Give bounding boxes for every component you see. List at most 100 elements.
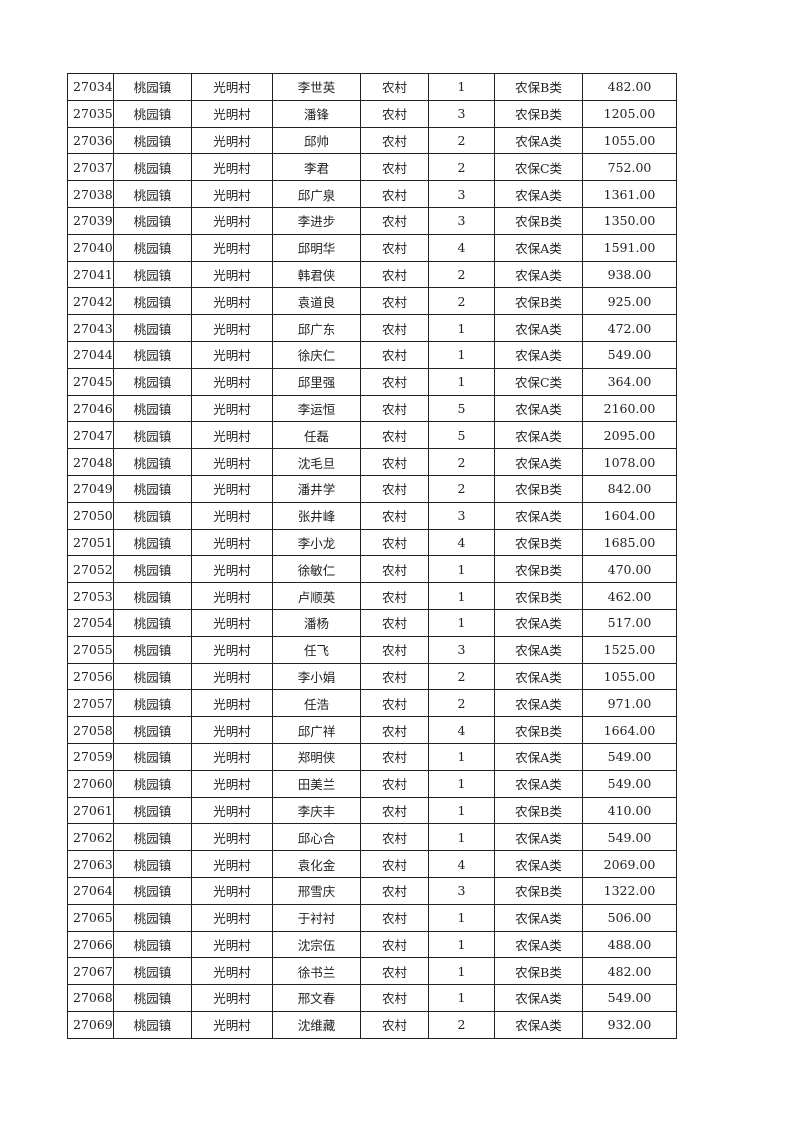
name-cell: 邱里强 — [272, 367, 361, 396]
town-cell: 桃园镇 — [113, 555, 192, 584]
residence-type-cell: 农村 — [360, 501, 429, 530]
name-cell: 李君 — [272, 153, 361, 182]
name-cell: 徐庆仁 — [272, 340, 361, 369]
insurance-category-cell: 农保A类 — [494, 180, 583, 208]
insurance-category-cell: 农保B类 — [494, 555, 583, 584]
town-cell: 桃园镇 — [113, 876, 192, 905]
table-row: 27059 桃园镇 光明村 郑明侠 农村 1 农保A类 549.00 — [67, 742, 677, 771]
table-row: 27038 桃园镇 光明村 邱广泉 农村 3 农保A类 1361.00 — [67, 180, 677, 208]
name-cell: 郑明侠 — [272, 742, 361, 771]
record-id-cell: 27063 — [67, 850, 114, 878]
amount-cell: 925.00 — [582, 287, 677, 316]
name-cell: 邱帅 — [272, 126, 361, 155]
insurance-category-cell: 农保B类 — [494, 957, 583, 986]
household-size-cell: 3 — [428, 180, 495, 208]
table-row: 27035 桃园镇 光明村 潘锋 农村 3 农保B类 1205.00 — [67, 99, 677, 128]
household-size-cell: 5 — [428, 421, 495, 450]
village-cell: 光明村 — [191, 984, 273, 1012]
insurance-category-cell: 农保A类 — [494, 662, 583, 691]
table-row: 27045 桃园镇 光明村 邱里强 农村 1 农保C类 364.00 — [67, 367, 677, 396]
town-cell: 桃园镇 — [113, 153, 192, 182]
name-cell: 邱明华 — [272, 233, 361, 262]
village-cell: 光明村 — [191, 903, 273, 932]
amount-cell: 932.00 — [582, 1010, 677, 1039]
record-id-cell: 27038 — [67, 180, 114, 208]
record-id-cell: 27064 — [67, 876, 114, 905]
town-cell: 桃园镇 — [113, 180, 192, 208]
village-cell: 光明村 — [191, 340, 273, 369]
household-size-cell: 1 — [428, 742, 495, 771]
name-cell: 韩君侠 — [272, 260, 361, 289]
name-cell: 李世英 — [272, 73, 361, 101]
household-size-cell: 2 — [428, 153, 495, 182]
name-cell: 沈维藏 — [272, 1010, 361, 1039]
residence-type-cell: 农村 — [360, 528, 429, 557]
residence-type-cell: 农村 — [360, 73, 429, 101]
record-id-cell: 27044 — [67, 340, 114, 369]
record-id-cell: 27069 — [67, 1010, 114, 1039]
record-id-cell: 27062 — [67, 823, 114, 852]
village-cell: 光明村 — [191, 287, 273, 316]
village-cell: 光明村 — [191, 260, 273, 289]
residence-type-cell: 农村 — [360, 1010, 429, 1039]
town-cell: 桃园镇 — [113, 582, 192, 610]
name-cell: 卢顺英 — [272, 582, 361, 610]
amount-cell: 470.00 — [582, 555, 677, 584]
household-size-cell: 4 — [428, 233, 495, 262]
insurance-category-cell: 农保C类 — [494, 367, 583, 396]
residence-type-cell: 农村 — [360, 635, 429, 664]
name-cell: 徐敏仁 — [272, 555, 361, 584]
amount-cell: 1322.00 — [582, 876, 677, 905]
amount-cell: 2160.00 — [582, 394, 677, 423]
name-cell: 李小娟 — [272, 662, 361, 691]
record-id-cell: 27060 — [67, 769, 114, 798]
name-cell: 袁化金 — [272, 850, 361, 878]
insurance-category-cell: 农保A类 — [494, 689, 583, 718]
name-cell: 李庆丰 — [272, 796, 361, 825]
town-cell: 桃园镇 — [113, 689, 192, 718]
record-id-cell: 27052 — [67, 555, 114, 584]
name-cell: 任浩 — [272, 689, 361, 718]
village-cell: 光明村 — [191, 555, 273, 584]
table-row: 27040 桃园镇 光明村 邱明华 农村 4 农保A类 1591.00 — [67, 233, 677, 262]
town-cell: 桃园镇 — [113, 608, 192, 637]
household-size-cell: 1 — [428, 823, 495, 852]
table-body: 27034 桃园镇 光明村 李世英 农村 1 农保B类 482.00 27035 桃园镇 光明村 潘锋… — [67, 73, 677, 1039]
village-cell: 光明村 — [191, 474, 273, 503]
household-size-cell: 2 — [428, 662, 495, 691]
name-cell: 任飞 — [272, 635, 361, 664]
village-cell: 光明村 — [191, 876, 273, 905]
town-cell: 桃园镇 — [113, 421, 192, 450]
table-row: 27049 桃园镇 光明村 潘井学 农村 2 农保B类 842.00 — [67, 474, 677, 503]
village-cell: 光明村 — [191, 662, 273, 691]
residence-type-cell: 农村 — [360, 742, 429, 771]
table-row: 27048 桃园镇 光明村 沈毛旦 农村 2 农保A类 1078.00 — [67, 448, 677, 476]
household-size-cell: 1 — [428, 903, 495, 932]
town-cell: 桃园镇 — [113, 394, 192, 423]
insurance-category-cell: 农保A类 — [494, 421, 583, 450]
residence-type-cell: 农村 — [360, 314, 429, 342]
insurance-category-cell: 农保A类 — [494, 340, 583, 369]
record-id-cell: 27047 — [67, 421, 114, 450]
household-size-cell: 2 — [428, 260, 495, 289]
town-cell: 桃园镇 — [113, 957, 192, 986]
record-id-cell: 27050 — [67, 501, 114, 530]
name-cell: 沈宗伍 — [272, 930, 361, 959]
insurance-category-cell: 农保B类 — [494, 796, 583, 825]
town-cell: 桃园镇 — [113, 314, 192, 342]
insurance-category-cell: 农保A类 — [494, 850, 583, 878]
insurance-category-cell: 农保C类 — [494, 153, 583, 182]
table-row: 27034 桃园镇 光明村 李世英 农村 1 农保B类 482.00 — [67, 73, 677, 101]
village-cell: 光明村 — [191, 742, 273, 771]
amount-cell: 506.00 — [582, 903, 677, 932]
amount-cell: 1591.00 — [582, 233, 677, 262]
village-cell: 光明村 — [191, 153, 273, 182]
amount-cell: 1604.00 — [582, 501, 677, 530]
household-size-cell: 1 — [428, 608, 495, 637]
residence-type-cell: 农村 — [360, 287, 429, 316]
table-row: 27064 桃园镇 光明村 邢雪庆 农村 3 农保B类 1322.00 — [67, 876, 677, 905]
record-id-cell: 27054 — [67, 608, 114, 637]
amount-cell: 549.00 — [582, 340, 677, 369]
insurance-category-cell: 农保B类 — [494, 716, 583, 744]
insurance-category-cell: 农保B类 — [494, 582, 583, 610]
